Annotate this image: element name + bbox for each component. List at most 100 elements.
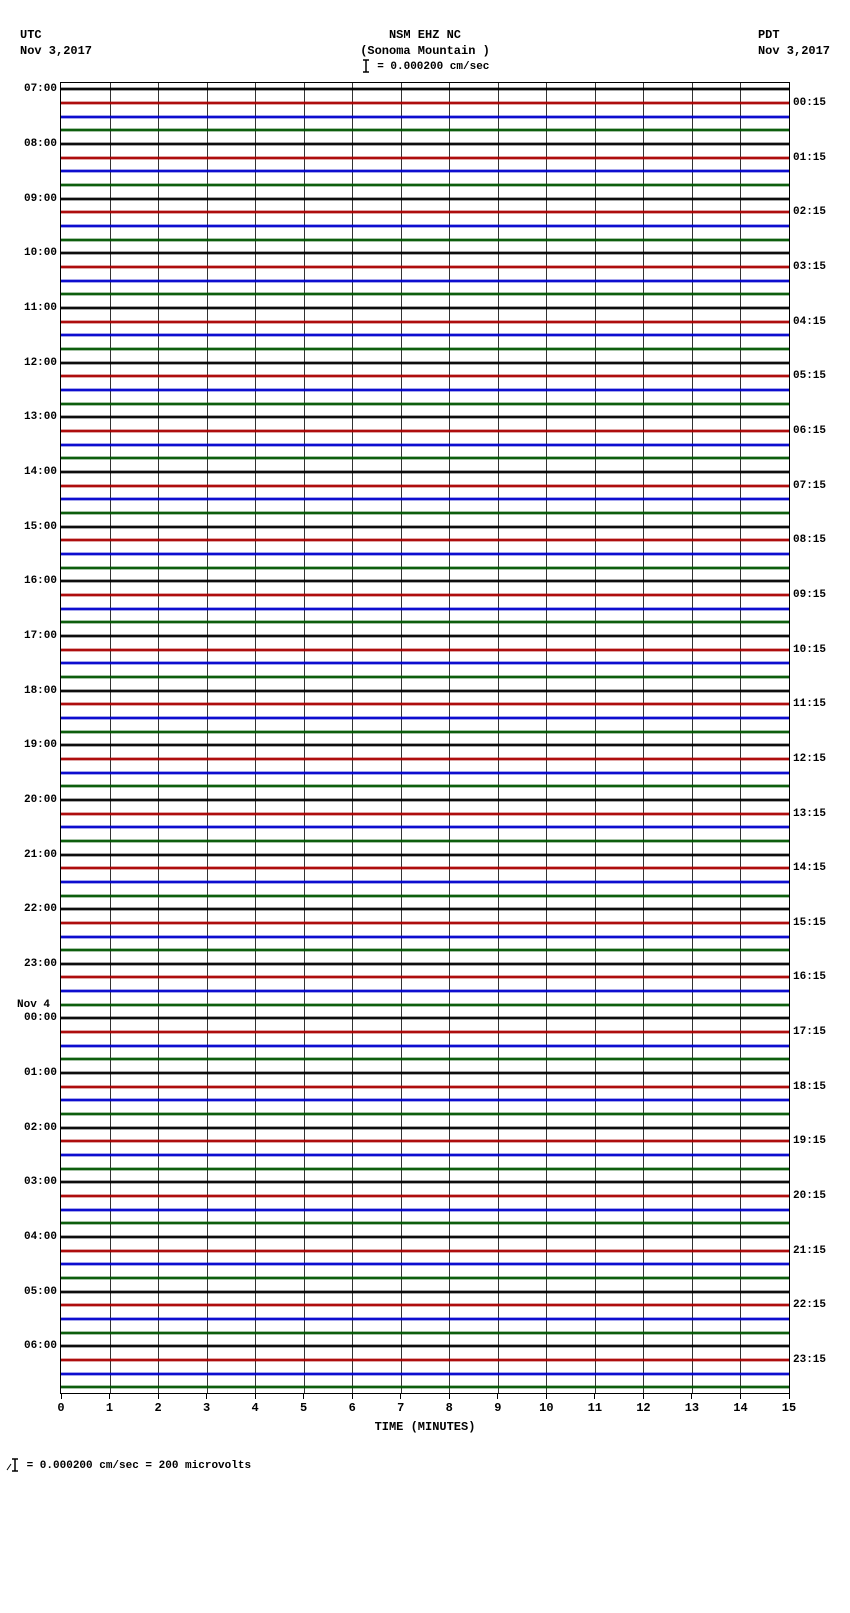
scale-label: = 0.000200 cm/sec [360, 59, 490, 74]
utc-time-label: 20:00 [17, 795, 57, 806]
x-tick-label: 8 [446, 1401, 453, 1415]
utc-time-label: 05:00 [17, 1287, 57, 1298]
pdt-time-label: 14:15 [793, 863, 833, 874]
x-tick [594, 1393, 595, 1399]
utc-time-label: 04:00 [17, 1232, 57, 1243]
x-tick [255, 1393, 256, 1399]
utc-time-label: 06:00 [17, 1341, 57, 1352]
pdt-time-label: 03:15 [793, 262, 833, 273]
pdt-time-label: 06:15 [793, 426, 833, 437]
x-tick-label: 2 [154, 1401, 161, 1415]
utc-time-label: 15:00 [17, 522, 57, 533]
utc-time-label: 07:00 [17, 84, 57, 95]
utc-time-label: 03:00 [17, 1177, 57, 1188]
x-tick-label: 6 [349, 1401, 356, 1415]
x-tick-label: 5 [300, 1401, 307, 1415]
utc-time-label: 17:00 [17, 631, 57, 642]
x-tick [303, 1393, 304, 1399]
pdt-time-label: 02:15 [793, 207, 833, 218]
x-tick [449, 1393, 450, 1399]
pdt-time-label: 05:15 [793, 371, 833, 382]
pdt-time-label: 07:15 [793, 481, 833, 492]
utc-time-label: 18:00 [17, 686, 57, 697]
x-tick [206, 1393, 207, 1399]
x-tick [400, 1393, 401, 1399]
plot-wrap: 012345678910111213141507:0008:0009:0010:… [20, 82, 830, 1434]
utc-time-label: 22:00 [17, 904, 57, 915]
footer-equation: = 0.000200 cm/sec = 200 microvolts [27, 1460, 251, 1472]
x-tick-label: 10 [539, 1401, 553, 1415]
utc-tz-label: UTC [20, 28, 92, 44]
x-tick [691, 1393, 692, 1399]
x-tick [546, 1393, 547, 1399]
pdt-time-label: 15:15 [793, 918, 833, 929]
pdt-time-label: 08:15 [793, 535, 833, 546]
nov4-label: Nov 4 [17, 1000, 57, 1011]
x-tick-label: 3 [203, 1401, 210, 1415]
x-axis-label: TIME (MINUTES) [60, 1420, 790, 1434]
header-right: PDT Nov 3,2017 [758, 28, 830, 74]
x-tick-label: 15 [782, 1401, 796, 1415]
utc-time-label: 13:00 [17, 412, 57, 423]
utc-time-label: 11:00 [17, 303, 57, 314]
pdt-time-label: 11:15 [793, 699, 833, 710]
pdt-time-label: 10:15 [793, 645, 833, 656]
utc-time-label: 19:00 [17, 740, 57, 751]
x-tick-label: 1 [106, 1401, 113, 1415]
pdt-time-label: 04:15 [793, 317, 833, 328]
pdt-time-label: 19:15 [793, 1136, 833, 1147]
x-tick [643, 1393, 644, 1399]
pdt-time-label: 18:15 [793, 1082, 833, 1093]
location-label: (Sonoma Mountain ) [360, 44, 490, 60]
footer: = 0.000200 cm/sec = 200 microvolts [6, 1458, 850, 1472]
utc-time-label: 16:00 [17, 576, 57, 587]
pdt-time-label: 00:15 [793, 98, 833, 109]
utc-time-label: 21:00 [17, 850, 57, 861]
pdt-date-label: Nov 3,2017 [758, 44, 830, 60]
pdt-time-label: 22:15 [793, 1300, 833, 1311]
x-tick-label: 11 [588, 1401, 602, 1415]
utc-time-label: 08:00 [17, 139, 57, 150]
utc-time-label: 23:00 [17, 959, 57, 970]
pdt-time-label: 13:15 [793, 809, 833, 820]
pdt-time-label: 17:15 [793, 1027, 833, 1038]
x-tick-label: 12 [636, 1401, 650, 1415]
pdt-time-label: 23:15 [793, 1355, 833, 1366]
station-label: NSM EHZ NC [360, 28, 490, 44]
utc-time-label: 00:00 [17, 1013, 57, 1024]
pdt-time-label: 20:15 [793, 1191, 833, 1202]
scale-value: 0.000200 cm/sec [390, 61, 489, 73]
header-left: UTC Nov 3,2017 [20, 28, 92, 74]
utc-time-label: 01:00 [17, 1068, 57, 1079]
x-tick-label: 4 [252, 1401, 259, 1415]
x-tick-label: 7 [397, 1401, 404, 1415]
utc-time-label: 14:00 [17, 467, 57, 478]
scale-prefix: = [377, 61, 390, 73]
header-center: NSM EHZ NC (Sonoma Mountain ) = 0.000200… [360, 28, 490, 74]
utc-time-label: 10:00 [17, 248, 57, 259]
pdt-time-label: 21:15 [793, 1246, 833, 1257]
x-tick [740, 1393, 741, 1399]
x-tick [497, 1393, 498, 1399]
header: UTC Nov 3,2017 NSM EHZ NC (Sonoma Mounta… [0, 0, 850, 82]
x-tick [789, 1393, 790, 1399]
x-tick [158, 1393, 159, 1399]
pdt-time-label: 16:15 [793, 972, 833, 983]
pdt-time-label: 12:15 [793, 754, 833, 765]
pdt-time-label: 01:15 [793, 153, 833, 164]
utc-time-label: 09:00 [17, 194, 57, 205]
x-tick [352, 1393, 353, 1399]
x-tick-label: 14 [733, 1401, 747, 1415]
x-tick-label: 0 [57, 1401, 64, 1415]
x-tick [109, 1393, 110, 1399]
pdt-time-label: 09:15 [793, 590, 833, 601]
pdt-tz-label: PDT [758, 28, 830, 44]
plot-area: 012345678910111213141507:0008:0009:0010:… [60, 82, 790, 1394]
seismogram-container: UTC Nov 3,2017 NSM EHZ NC (Sonoma Mounta… [0, 0, 850, 1472]
x-tick-label: 9 [494, 1401, 501, 1415]
utc-date-label: Nov 3,2017 [20, 44, 92, 60]
utc-time-label: 02:00 [17, 1123, 57, 1134]
utc-time-label: 12:00 [17, 358, 57, 369]
x-tick [61, 1393, 62, 1399]
x-tick-label: 13 [685, 1401, 699, 1415]
